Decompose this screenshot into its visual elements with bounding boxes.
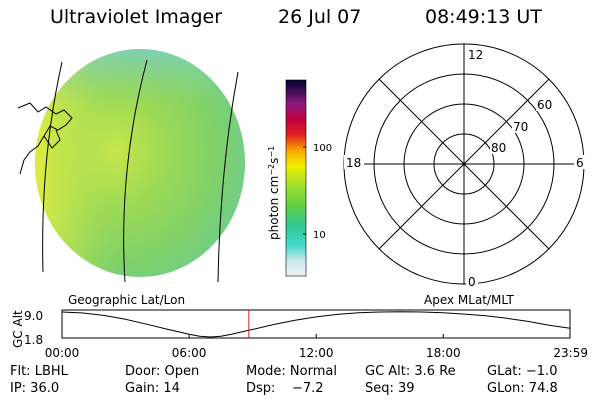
mlat-label: 60: [537, 98, 552, 112]
mlt-label-midnight: 0: [468, 275, 476, 289]
right-panel-caption: Apex MLat/MLT: [424, 293, 514, 307]
chart-frame: [61, 309, 571, 339]
x-tick-label: 18:00: [426, 346, 461, 360]
meridian-line: [123, 59, 148, 283]
app-title: Ultraviolet Imager: [50, 6, 223, 28]
status-mode: Mode: Normal: [246, 364, 337, 379]
colorbar-tick-label: 10: [313, 230, 326, 241]
status-gc-alt: GC Alt: 3.6 Re: [365, 364, 456, 379]
mlat-label: 80: [491, 141, 506, 155]
x-tick-label: 23:59: [553, 346, 588, 360]
status-glat: GLat: −1.0: [487, 364, 558, 379]
mlt-label-dawn: 6: [576, 156, 584, 170]
status-door: Door: Open: [125, 364, 200, 379]
coastline: [17, 102, 73, 175]
altitude-series-line: [61, 311, 571, 338]
status-filter: Flt: LBHL: [10, 364, 68, 379]
colorbar-unit-label: photon cm−2s−1: [267, 146, 281, 240]
mlt-label-noon: 12: [468, 48, 483, 62]
coastline: [43, 129, 61, 149]
status-seq: Seq: 39: [365, 381, 415, 396]
y-axis-label: GC Alt: [11, 310, 25, 348]
status-gain: Gain: 14: [125, 381, 180, 396]
meridian-line: [42, 61, 63, 273]
y-tick-label: 9.0: [24, 309, 43, 323]
x-tick-label: 12:00: [299, 346, 334, 360]
header-date: 26 Jul 07: [278, 6, 362, 28]
header-time: 08:49:13 UT: [425, 6, 542, 28]
mlt-label-dusk: 18: [346, 156, 361, 170]
status-dsp: Dsp: −7.2: [246, 381, 324, 396]
x-tick-label: 00:00: [45, 346, 80, 360]
x-tick-label: 06:00: [172, 346, 207, 360]
left-panel-caption: Geographic Lat/Lon: [68, 293, 186, 307]
status-ip: IP: 36.0: [10, 381, 60, 396]
status-glon: GLon: 74.8: [487, 381, 558, 396]
colorbar-tick-label: 100: [313, 143, 332, 154]
meridian-line: [217, 71, 239, 283]
mlat-label: 70: [513, 120, 528, 134]
y-tick-label: 1.8: [24, 333, 43, 347]
